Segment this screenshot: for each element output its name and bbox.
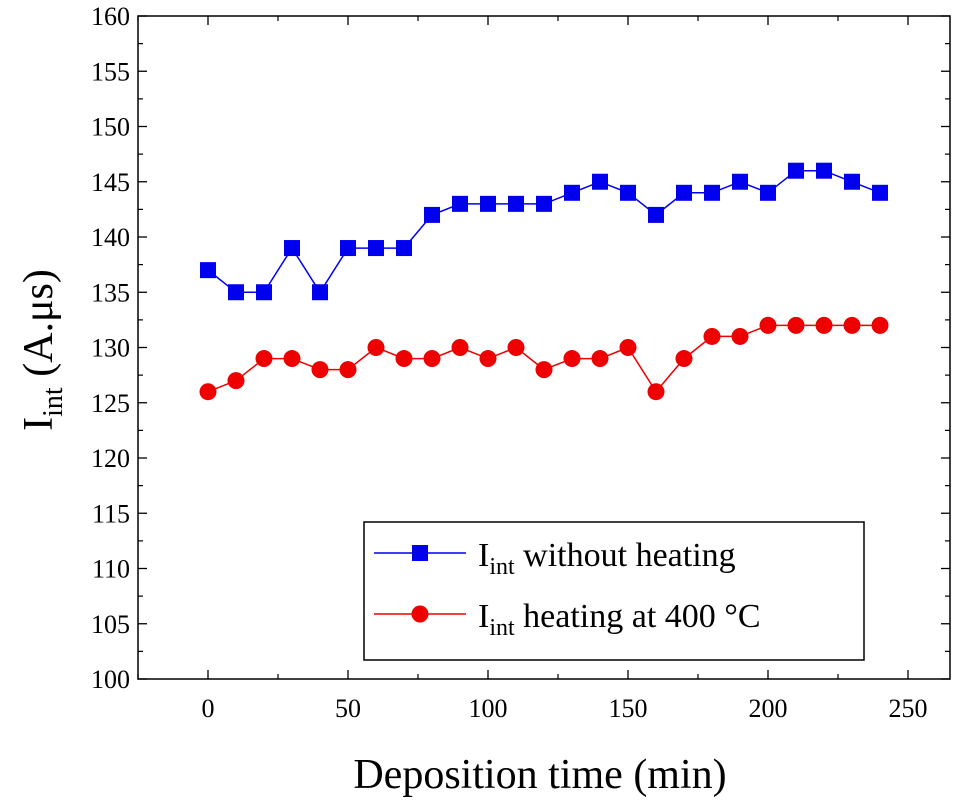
x-axis-title: Deposition time (min) (353, 752, 726, 798)
data-point-square (536, 195, 552, 212)
data-point-circle (703, 327, 721, 345)
y-tick-label: 135 (91, 278, 130, 307)
y-tick-label: 120 (91, 444, 130, 473)
data-point-square (256, 284, 272, 301)
data-point-circle (507, 339, 525, 356)
y-tick-label: 140 (91, 223, 130, 252)
data-point-circle (647, 383, 665, 401)
y-tick-label: 130 (91, 334, 130, 363)
data-point-circle (787, 316, 805, 334)
legend-box (363, 521, 865, 661)
data-point-circle (311, 361, 329, 379)
data-point-square (368, 240, 384, 257)
legend-label-main: I (478, 537, 489, 574)
data-point-circle (283, 350, 301, 368)
data-point-circle (479, 350, 497, 368)
data-point-square (620, 184, 636, 201)
legend-label-without-heating: Iint without heating (478, 537, 736, 580)
legend-label-heating-400: Iint heating at 400 °C (478, 598, 761, 641)
data-point-circle (843, 316, 861, 334)
data-point-square (228, 284, 244, 301)
legend-item-without-heating: Iint without heating (374, 537, 736, 580)
data-point-circle (451, 339, 469, 356)
data-point-square (816, 162, 832, 179)
y-tick-label: 160 (91, 2, 130, 31)
legend-label-rest: without heating (515, 537, 736, 574)
y-tick-label: 145 (91, 168, 130, 197)
data-point-circle (871, 316, 889, 334)
data-point-circle (815, 316, 833, 334)
data-point-circle (759, 316, 777, 334)
data-point-square (200, 262, 216, 279)
data-point-circle (395, 350, 413, 368)
legend-label-sub: int (489, 615, 515, 641)
legend-label-main: I (478, 598, 489, 635)
x-tick-label: 50 (335, 694, 361, 723)
x-tick-label: 150 (609, 694, 648, 723)
data-point-circle (339, 361, 357, 379)
data-point-square (564, 184, 580, 201)
series-line (207, 169, 881, 294)
x-tick-label: 0 (202, 694, 215, 723)
legend-marker-circle (411, 605, 429, 623)
legend-item-heating-400: Iint heating at 400 °C (374, 598, 761, 641)
data-point-square (424, 206, 440, 223)
data-point-circle (199, 383, 217, 401)
data-point-square (396, 240, 412, 257)
data-point-square (480, 195, 496, 212)
data-point-circle (563, 350, 581, 368)
data-point-square (340, 240, 356, 257)
legend-marker-square (412, 545, 428, 561)
data-point-square (312, 284, 328, 301)
series-0 (200, 162, 888, 301)
data-point-circle (227, 372, 245, 390)
y-axis-title: Iint (A.μs) (16, 269, 69, 431)
x-tick-label: 250 (889, 694, 928, 723)
data-point-square (704, 184, 720, 201)
legend-label-rest: heating at 400 °C (515, 598, 761, 635)
data-point-circle (535, 361, 553, 379)
data-point-square (788, 162, 804, 179)
y-tick-label: 150 (91, 113, 130, 142)
data-point-circle (675, 350, 693, 368)
series-1 (199, 316, 889, 401)
y-axis-title-main: I (16, 417, 62, 431)
series-line (207, 324, 880, 393)
data-point-square (760, 184, 776, 201)
series-layer (199, 162, 889, 401)
data-point-circle (619, 339, 637, 356)
data-point-circle (255, 350, 273, 368)
y-tick-label: 105 (91, 610, 130, 639)
data-point-square (732, 173, 748, 190)
legend: Iint without heating Iint heating at 400… (363, 521, 865, 661)
data-point-square (648, 206, 664, 223)
x-tick-label: 200 (749, 694, 788, 723)
data-point-square (676, 184, 692, 201)
legend-label-sub: int (489, 554, 515, 580)
data-point-circle (731, 327, 749, 345)
data-point-square (508, 195, 524, 212)
y-tick-label: 100 (91, 665, 130, 694)
tick-labels: 0 50 100 150 200 250 100 105 110 115 120 125 130 135 1… (91, 2, 928, 723)
data-point-square (872, 184, 888, 201)
y-tick-label: 155 (91, 57, 130, 86)
x-tick-label: 100 (469, 694, 508, 723)
y-axis-title-rest: (A.μs) (16, 269, 62, 387)
y-tick-label: 110 (92, 555, 130, 584)
axis-ticks (137, 15, 950, 680)
data-point-circle (367, 339, 385, 356)
data-point-square (284, 240, 300, 257)
data-point-circle (591, 350, 609, 368)
data-point-circle (423, 350, 441, 368)
data-point-square (844, 173, 860, 190)
y-axis-title-sub: int (38, 387, 69, 417)
data-point-square (452, 195, 468, 212)
y-tick-label: 115 (92, 499, 130, 528)
data-point-square (592, 173, 608, 190)
y-tick-label: 125 (91, 389, 130, 418)
